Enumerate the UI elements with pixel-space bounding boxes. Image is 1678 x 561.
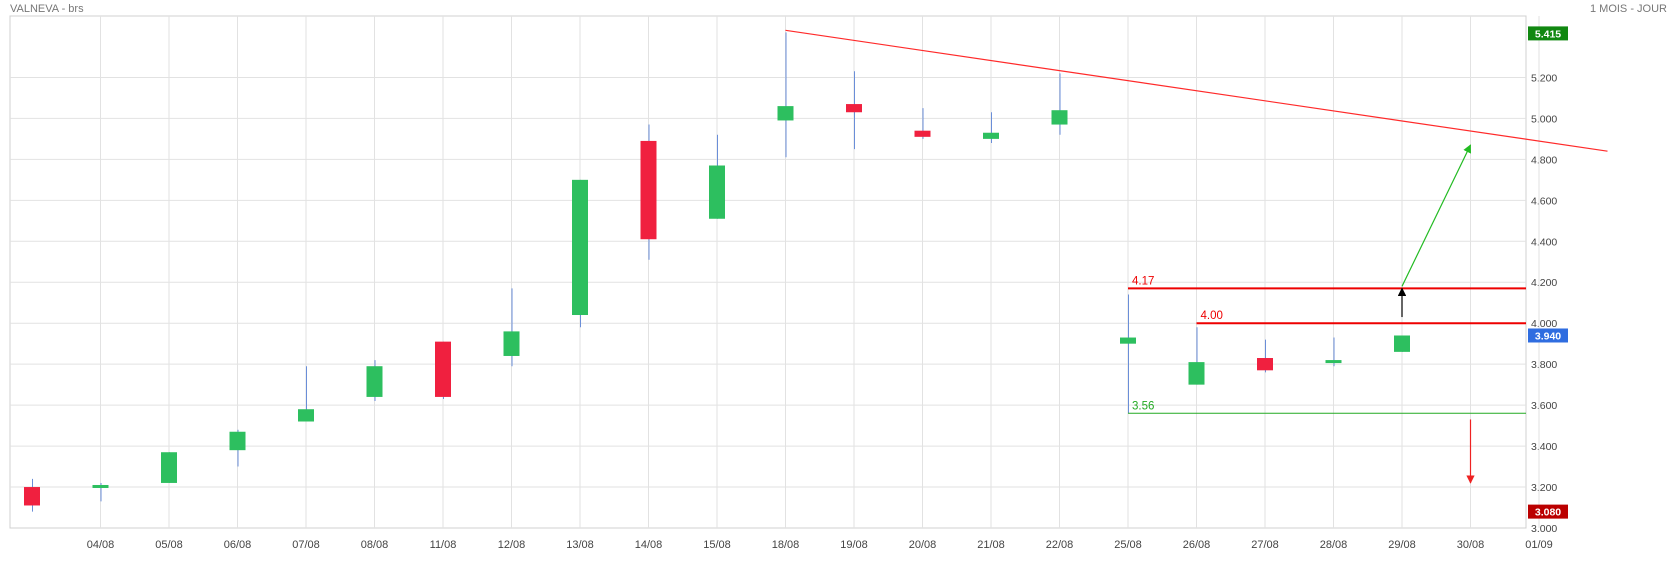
y-tick-label: 5.000: [1531, 113, 1557, 125]
candle-body-up: [777, 106, 794, 121]
candle: [640, 124, 657, 260]
candle: [1257, 339, 1273, 373]
candle-body-down: [640, 140, 657, 240]
x-tick-label: 12/08: [498, 539, 526, 551]
candle: [777, 32, 794, 158]
candle-body-down: [1257, 358, 1273, 371]
candle-body-up: [1394, 335, 1410, 352]
x-tick-label: 04/08: [87, 539, 115, 551]
x-tick-label: 15/08: [703, 539, 731, 551]
candle-body-up: [1325, 360, 1342, 364]
price-badge-label: 5.415: [1535, 28, 1561, 40]
price-badge-bg: [1528, 504, 1568, 519]
x-tick-label: 19/08: [840, 539, 868, 551]
candle: [846, 71, 862, 150]
y-tick-label: 4.000: [1531, 318, 1557, 330]
chart-period[interactable]: 1 MOIS - JOUR: [1589, 3, 1667, 15]
x-tick-label: 28/08: [1320, 539, 1348, 551]
y-tick-label: 3.000: [1531, 523, 1557, 535]
plot-frame: [9, 15, 1527, 529]
x-tick-label: 29/08: [1388, 539, 1416, 551]
x-tick-label: 08/08: [361, 539, 389, 551]
level-label-3.56: 3.56: [1132, 400, 1154, 412]
candle: [366, 360, 383, 402]
candle: [983, 112, 999, 143]
x-tick-label: 20/08: [909, 539, 937, 551]
candle-body-up: [1120, 337, 1136, 344]
y-tick-label: 4.600: [1531, 195, 1557, 207]
x-tick-label: 13/08: [566, 539, 594, 551]
y-tick-label: 4.200: [1531, 277, 1557, 289]
candle-body-down: [24, 487, 40, 506]
x-tick-label: 25/08: [1114, 539, 1142, 551]
price-badge-label: 3.940: [1535, 330, 1561, 342]
y-tick-label: 5.200: [1531, 72, 1557, 84]
y-tick-label: 4.400: [1531, 236, 1557, 248]
x-tick-label: 05/08: [155, 539, 183, 551]
candle-body-up: [503, 331, 520, 356]
x-tick-label: 14/08: [635, 539, 663, 551]
candle-body-up: [92, 484, 109, 488]
candle-body-up: [1051, 110, 1068, 125]
candle-body-down: [914, 130, 931, 137]
candle: [24, 478, 40, 512]
x-tick-label: 30/08: [1457, 539, 1485, 551]
x-tick-label: 07/08: [292, 539, 320, 551]
candle: [1120, 294, 1136, 414]
candle-body-down: [846, 104, 862, 113]
candle-body-up: [366, 366, 383, 397]
candle-body-up: [1188, 362, 1205, 385]
x-tick-label: 06/08: [224, 539, 252, 551]
candle-body-up: [298, 409, 314, 422]
level-label-4.17: 4.17: [1132, 275, 1154, 287]
arrow-target-up: [1401, 144, 1472, 287]
price-badge-high: 5.415: [1528, 26, 1568, 41]
y-tick-label: 3.200: [1531, 482, 1557, 494]
candle: [1188, 327, 1205, 385]
candle: [298, 366, 314, 422]
x-tick-label: 22/08: [1046, 539, 1074, 551]
candle: [1325, 337, 1342, 367]
candle: [572, 179, 588, 328]
y-tick-label: 3.400: [1531, 441, 1557, 453]
candle: [503, 288, 520, 367]
x-tick-label: 26/08: [1183, 539, 1211, 551]
price-badge-last: 3.940: [1528, 328, 1568, 343]
candle: [914, 108, 931, 139]
chart-title: VALNEVA - brs: [10, 3, 84, 15]
candle: [1051, 73, 1068, 135]
candle-body-up: [572, 179, 588, 316]
resistance-trendline: [785, 29, 1608, 152]
price-badge-bg: [1528, 328, 1568, 343]
y-tick-label: 4.800: [1531, 154, 1557, 166]
candle: [92, 482, 109, 502]
candle: [1394, 335, 1410, 352]
candle-body-up: [229, 431, 246, 451]
price-badge-low: 3.080: [1528, 504, 1568, 519]
candle: [435, 341, 451, 399]
candle-body-up: [161, 452, 177, 483]
candle-body-up: [709, 165, 725, 219]
y-tick-label: 3.800: [1531, 359, 1557, 371]
candle: [709, 134, 725, 219]
candle-body-down: [435, 341, 451, 397]
level-label-4.00: 4.00: [1201, 310, 1223, 322]
x-tick-label: 21/08: [977, 539, 1005, 551]
candle-body-up: [983, 132, 999, 139]
price-badge-label: 3.080: [1535, 507, 1561, 519]
x-tick-label: 18/08: [772, 539, 800, 551]
x-tick-label: 01/09: [1525, 539, 1553, 551]
x-tick-label: 11/08: [430, 539, 457, 551]
x-tick-label: 27/08: [1251, 539, 1279, 551]
y-tick-label: 3.600: [1531, 400, 1557, 412]
candle: [229, 429, 246, 467]
candle: [161, 452, 177, 483]
price-badge-bg: [1528, 26, 1568, 41]
